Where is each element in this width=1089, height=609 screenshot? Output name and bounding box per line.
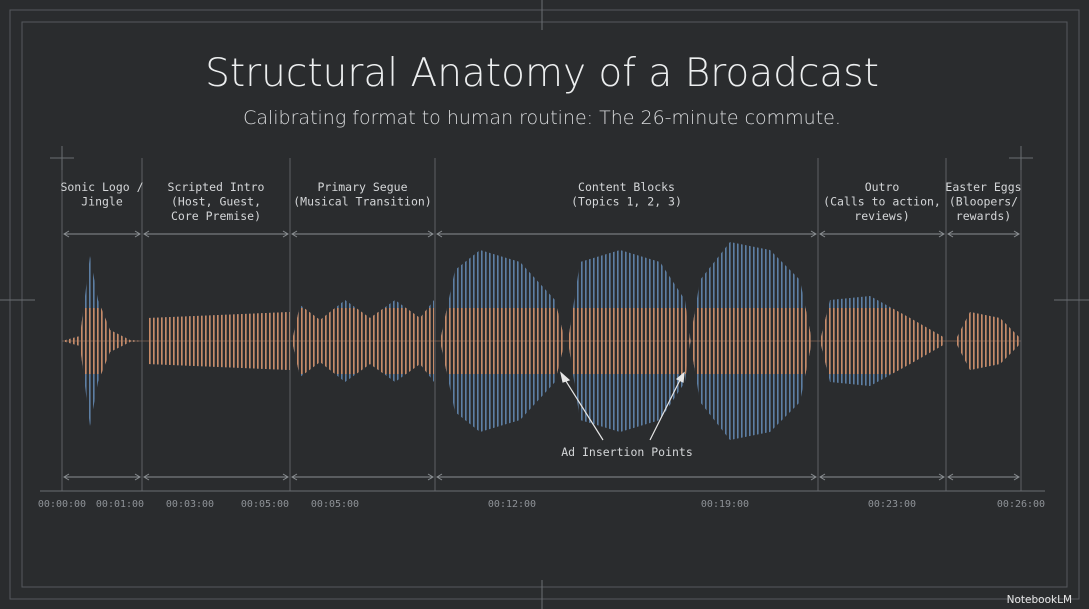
crosshair <box>50 146 1033 170</box>
segment-label: Jingle <box>81 195 123 209</box>
segment-label: (Topics 1, 2, 3) <box>571 195 682 209</box>
frame <box>9 9 1080 600</box>
segment-label: Primary Segue <box>317 180 407 194</box>
time-label: 00:05:00 <box>241 499 289 510</box>
time-label: 00:26:00 <box>997 499 1045 510</box>
arrow-head <box>819 473 945 481</box>
arrow-head <box>436 473 817 481</box>
time-label: 00:23:00 <box>868 499 916 510</box>
segment-label: Easter Eggs <box>945 180 1021 194</box>
arrow-head <box>63 230 141 238</box>
arrow-head <box>143 230 289 238</box>
segment-label: rewards) <box>956 209 1011 223</box>
segment-label: Content Blocks <box>578 180 675 194</box>
arrow-head <box>63 473 141 481</box>
segment-label: (Calls to action, <box>823 195 941 209</box>
time-label: 00:19:00 <box>701 499 749 510</box>
segment-label: Core Premise) <box>171 209 261 223</box>
time-label: 00:05:00 <box>311 499 359 510</box>
segment-label: (Bloopers/ <box>949 195 1018 209</box>
arrow-head <box>291 230 434 238</box>
time-label: 00:01:00 <box>96 499 144 510</box>
arrow-head <box>947 473 1020 481</box>
time-label: 00:12:00 <box>488 499 536 510</box>
subtitle: Calibrating format to human routine: The… <box>243 107 841 129</box>
arrow-head <box>947 230 1020 238</box>
arrow-head <box>436 230 817 238</box>
frame <box>21 21 1068 588</box>
segment-label: Sonic Logo / <box>60 180 143 194</box>
title: Structural Anatomy of a Broadcast <box>205 51 879 96</box>
segment-label: Outro <box>865 180 900 194</box>
annotation-arrows <box>560 371 685 441</box>
arrow-head <box>819 230 945 238</box>
segment-label: (Host, Guest, <box>171 195 261 209</box>
arrow-head <box>291 473 434 481</box>
waveform <box>62 242 1020 440</box>
watermark: NotebookLM <box>1007 594 1072 606</box>
segments: Sonic Logo /Jingle Scripted Intro(Host, G… <box>38 158 1045 510</box>
arrow-head <box>143 473 289 481</box>
time-label: 00:03:00 <box>166 499 214 510</box>
annotation: Ad Insertion Points <box>561 445 693 459</box>
segment-label: reviews) <box>854 209 909 223</box>
segment-label: (Musical Transition) <box>293 195 431 209</box>
segment-label: Scripted Intro <box>168 180 265 194</box>
time-label: 00:00:00 <box>38 499 86 510</box>
